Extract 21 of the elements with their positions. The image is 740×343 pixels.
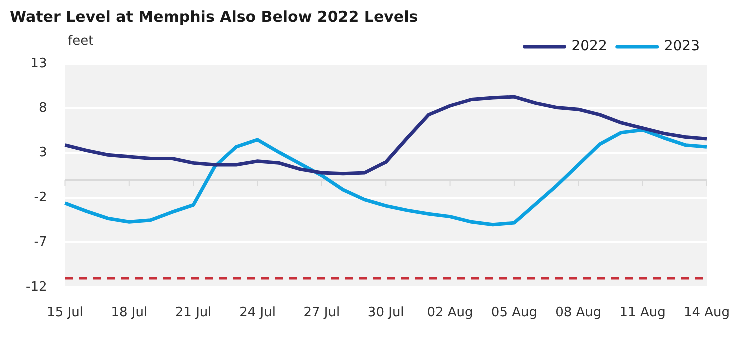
y-axis-title: feet [68, 34, 94, 49]
x-tick-label: 21 Jul [175, 306, 212, 321]
x-tick-label: 30 Jul [368, 306, 404, 321]
x-tick-label: 02 Aug [427, 306, 474, 321]
y-tick-label: 8 [38, 101, 48, 116]
x-tick-label: 27 Jul [304, 306, 340, 321]
x-tick-label: 11 Aug [620, 306, 666, 321]
y-tick-label: -2 [34, 190, 48, 206]
legend-label: 2022 [572, 38, 608, 55]
x-tick-label: 05 Aug [491, 306, 538, 321]
chart-title: Water Level at Memphis Also Below 2022 Levels [10, 8, 418, 26]
x-tick-label: 24 Jul [240, 306, 276, 321]
x-tick-label: 15 Jul [47, 306, 84, 321]
x-tick-label: 18 Jul [111, 306, 148, 321]
x-tick-label: 08 Aug [556, 306, 602, 321]
x-tick-label: 14 Aug [684, 306, 730, 321]
y-tick-label: -12 [26, 280, 48, 295]
legend-label: 2023 [664, 38, 700, 55]
y-tick-label: 13 [30, 56, 48, 72]
y-tick-label: -7 [34, 235, 48, 250]
y-tick-label: 3 [38, 146, 48, 161]
